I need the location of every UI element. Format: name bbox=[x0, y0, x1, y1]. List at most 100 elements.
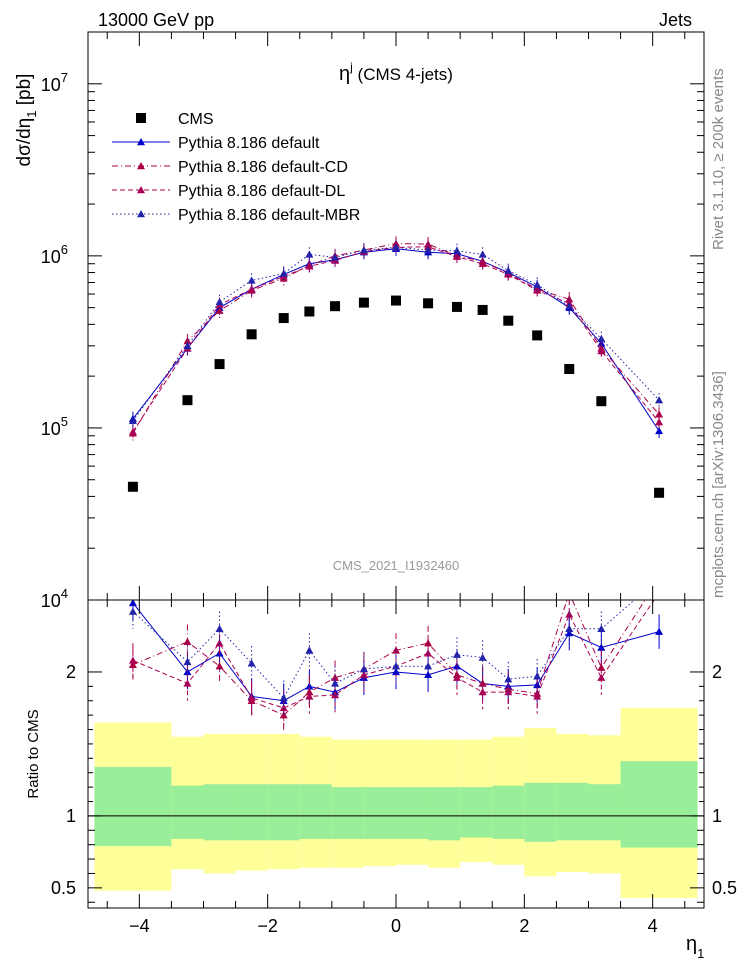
ratio-ytick-label: 0.5 bbox=[51, 878, 76, 898]
legend-marker bbox=[137, 162, 145, 170]
cms-data-point bbox=[278, 313, 289, 324]
ylabel-unit: [pb] bbox=[14, 74, 35, 111]
ratio-marker bbox=[478, 688, 487, 696]
title-rest: (CMS 4-jets) bbox=[353, 65, 453, 84]
series-marker bbox=[452, 246, 461, 255]
ratio-marker bbox=[504, 688, 513, 696]
cms-data-point bbox=[532, 330, 543, 341]
xtick-label: −2 bbox=[257, 916, 278, 936]
cms-data-point bbox=[182, 395, 193, 406]
main-ylabel: dσ/dη1 [pb] bbox=[14, 74, 39, 167]
legend-label: Pythia 8.186 default bbox=[178, 135, 320, 152]
main-ytick-label: 105 bbox=[41, 414, 68, 439]
ratio-marker bbox=[565, 624, 574, 632]
ratio-marker bbox=[504, 675, 513, 683]
ratio-marker bbox=[424, 639, 433, 647]
ratio-marker bbox=[331, 673, 340, 681]
legend: CMS Pythia 8.186 default Pythia 8.186 defa… bbox=[112, 111, 360, 224]
main-ytick-base: 10 bbox=[41, 591, 61, 611]
inner-band-bin bbox=[396, 787, 429, 839]
series-marker bbox=[247, 285, 256, 293]
legend-marker bbox=[137, 210, 145, 218]
ratio-marker bbox=[597, 624, 606, 632]
main-ytick-exp: 5 bbox=[61, 414, 68, 429]
cms-data-point bbox=[451, 301, 462, 312]
series-marker bbox=[305, 262, 314, 270]
xlabel-subscript: 1 bbox=[697, 946, 704, 961]
inner-band-bin bbox=[94, 766, 172, 847]
series-marker bbox=[247, 276, 256, 284]
ratio-marker bbox=[215, 639, 224, 647]
cms-data-point bbox=[654, 487, 665, 498]
legend-marker bbox=[137, 186, 145, 194]
inner-band-bin bbox=[492, 785, 525, 839]
inner-band-bin bbox=[203, 784, 236, 841]
title-eta: η bbox=[339, 63, 350, 85]
ratio-ytick-label-right: 0.5 bbox=[712, 878, 737, 898]
xtick-label: 4 bbox=[648, 916, 658, 936]
ratio-marker bbox=[215, 662, 224, 670]
series-line-2 bbox=[132, 242, 660, 434]
series-marker bbox=[655, 418, 664, 426]
series-marker bbox=[424, 246, 433, 254]
inner-band-bin bbox=[299, 784, 332, 839]
ratio-series bbox=[128, 600, 664, 733]
series-marker bbox=[478, 250, 487, 258]
ratio-marker bbox=[247, 659, 256, 667]
plot-title: ηj (CMS 4-jets) bbox=[339, 60, 453, 85]
main-ytick-label: 107 bbox=[41, 70, 68, 95]
ratio-marker bbox=[128, 607, 137, 615]
analysis-watermark: CMS_2021_I1932460 bbox=[333, 558, 460, 573]
cms-data-point bbox=[503, 315, 514, 326]
legend-label: Pythia 8.186 default-DL bbox=[178, 183, 345, 200]
header-right: Jets bbox=[659, 10, 692, 30]
ratio-marker bbox=[452, 650, 461, 658]
series-marker bbox=[533, 280, 542, 288]
inner-band-bin bbox=[428, 787, 461, 841]
series-marker bbox=[331, 253, 340, 261]
cms-data-point bbox=[391, 295, 401, 306]
cms-data-point bbox=[304, 306, 315, 317]
ratio-marker bbox=[597, 663, 606, 671]
inner-band-bin bbox=[363, 787, 396, 839]
ratio-marker bbox=[279, 703, 288, 712]
main-ytick-exp: 6 bbox=[61, 242, 68, 257]
ratio-marker bbox=[279, 693, 288, 702]
ratio-marker bbox=[478, 653, 487, 661]
header-left: 13000 GeV pp bbox=[98, 10, 214, 30]
series-marker bbox=[504, 266, 513, 274]
ratio-uncertainty-bands bbox=[94, 707, 698, 898]
ratio-marker bbox=[424, 649, 433, 657]
ratio-marker bbox=[392, 662, 400, 670]
ylabel-subscript: 1 bbox=[24, 111, 39, 118]
series-line-4 bbox=[132, 246, 660, 422]
ratio-marker bbox=[183, 637, 192, 645]
series-marker bbox=[597, 334, 606, 342]
inner-band-bin bbox=[556, 782, 589, 841]
cms-data-point bbox=[214, 359, 225, 370]
inner-band-bin bbox=[331, 787, 364, 839]
main-series bbox=[127, 236, 665, 498]
ylabel-sigma: dσ/dη bbox=[14, 118, 35, 167]
ratio-marker bbox=[215, 624, 224, 632]
ratio-marker bbox=[452, 673, 461, 681]
ratio-ytick-label-right: 2 bbox=[712, 662, 722, 682]
series-marker bbox=[655, 396, 664, 404]
legend-label: Pythia 8.186 default-CD bbox=[178, 159, 348, 176]
ratio-marker bbox=[183, 679, 192, 687]
xtick-label: 2 bbox=[519, 916, 529, 936]
cms-data-point bbox=[477, 304, 488, 315]
ratio-ylabel: Ratio to CMS bbox=[25, 709, 42, 798]
inner-band-bin bbox=[524, 782, 557, 842]
series-marker bbox=[597, 346, 606, 355]
ratio-marker bbox=[183, 657, 192, 666]
inner-band-bin bbox=[588, 784, 621, 841]
series-marker bbox=[215, 297, 224, 306]
series-marker bbox=[359, 246, 368, 254]
series-marker bbox=[305, 250, 314, 258]
ratio-marker bbox=[331, 679, 340, 687]
inner-band-bin bbox=[620, 761, 698, 848]
ratio-ytick-label: 1 bbox=[66, 806, 76, 826]
xlabel: η1 bbox=[686, 933, 704, 961]
